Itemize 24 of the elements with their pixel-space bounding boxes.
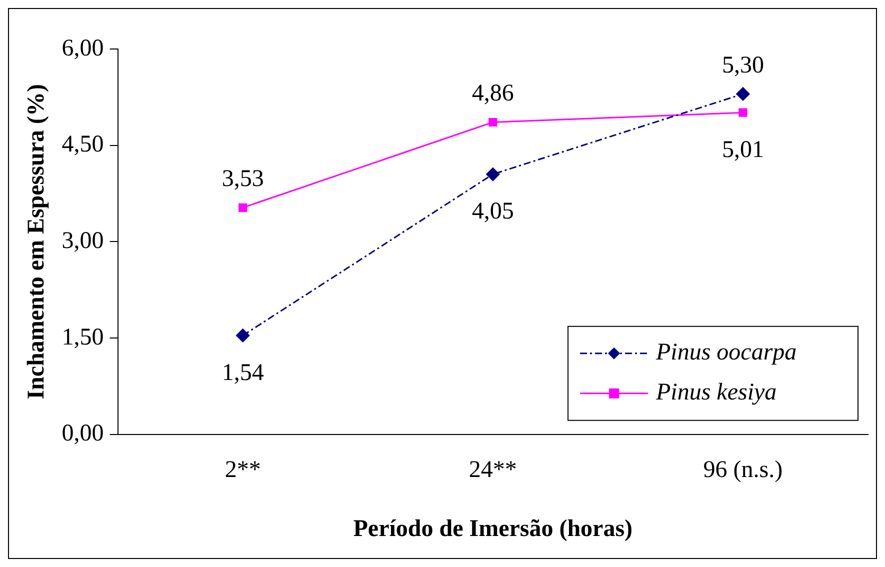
x-axis-title: Período de Imersão (horas) <box>353 516 633 542</box>
y-tick-label: 4,50 <box>62 132 104 158</box>
data-label: 3,53 <box>222 166 264 192</box>
data-label: 4,05 <box>472 198 514 225</box>
point <box>486 168 500 182</box>
point <box>488 118 498 127</box>
y-tick-label: 3,00 <box>62 228 104 254</box>
legend-label: Pinus oocarpa <box>655 340 797 366</box>
y-axis-title: Inchamento em Espessura (%) <box>24 84 50 400</box>
data-label: 1,54 <box>222 360 264 386</box>
point <box>736 87 750 101</box>
data-label: 5,01 <box>722 136 764 163</box>
point <box>738 108 748 117</box>
y-tick-label: 0,00 <box>62 420 104 447</box>
y-tick-label: 6,00 <box>62 35 104 62</box>
point <box>236 328 250 342</box>
point <box>238 203 248 212</box>
data-label: 4,86 <box>472 80 514 107</box>
x-tick-label: 24** <box>468 457 517 484</box>
x-tick-label: 2** <box>224 457 261 484</box>
x-tick-label: 96 (n.s.) <box>703 457 783 484</box>
legend-label: Pinus kesiya <box>655 380 777 406</box>
data-label: 5,30 <box>722 52 764 78</box>
y-tick-label: 1,50 <box>62 324 104 350</box>
